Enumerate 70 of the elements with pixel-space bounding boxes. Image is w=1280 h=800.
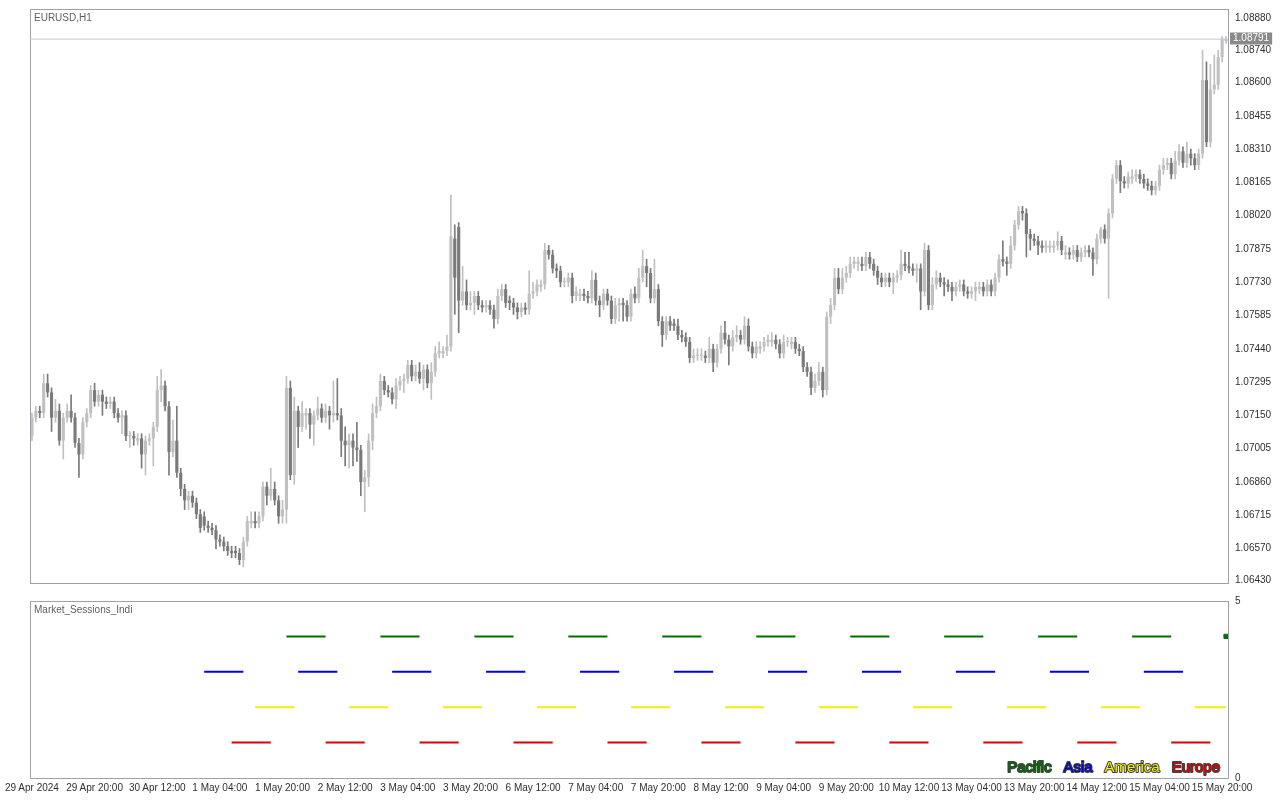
series-label: Europe (1171, 758, 1221, 775)
text: Pacific (1007, 758, 1052, 775)
candlestick (1091, 247, 1095, 276)
chart-title: Market_Sessions_Indi (34, 603, 133, 615)
x-tick-label: 10 May 12:00 (878, 781, 940, 793)
candlestick (1040, 240, 1044, 253)
y-tick-label: 1.08880 (1235, 11, 1272, 23)
candlestick (903, 252, 907, 272)
candlestick (128, 431, 132, 448)
y-tick-label: 1.06570 (1235, 542, 1272, 554)
candlestick (269, 467, 273, 501)
y-tick-label: 1.06430 (1235, 574, 1272, 586)
x-tick-label: 14 May 12:00 (1066, 781, 1128, 793)
y-tick-label: 1.07730 (1235, 275, 1272, 287)
x-tick-label: 6 May 12:00 (505, 781, 562, 793)
y-tick-label: 1.08310 (1235, 142, 1272, 154)
y-tick-label: 1.08600 (1235, 76, 1272, 88)
x-tick-label: 9 May 04:00 (756, 781, 812, 793)
y-tick-label: 1.06715 (1235, 509, 1272, 521)
y-tick-label: 1.08740 (1235, 44, 1272, 56)
x-tick-label: 8 May 12:00 (693, 781, 749, 793)
chart-title: EURUSD,H1 (34, 11, 93, 23)
y-tick-label: 1.07585 (1235, 309, 1272, 321)
y-tick-label: 1.07150 (1235, 409, 1272, 421)
x-tick-label: 29 Apr 2024 (4, 781, 60, 793)
x-tick-label: 15 May 20:00 (1191, 781, 1253, 793)
candlestick (766, 334, 770, 347)
x-tick-label: 2 May 12:00 (317, 781, 374, 793)
candlestick (1048, 240, 1052, 253)
candlestick (523, 302, 527, 315)
y-tick-label: 1.07005 (1235, 442, 1272, 454)
candlestick (942, 277, 946, 297)
x-tick-label: 13 May 20:00 (1003, 781, 1065, 793)
text: America (1104, 758, 1161, 775)
candlestick (860, 256, 864, 272)
candlestick (304, 408, 308, 430)
x-tick-label: 29 Apr 20:00 (66, 781, 124, 793)
x-tick-label: 9 May 20:00 (818, 781, 875, 793)
y-tick-label: 1.07295 (1235, 375, 1272, 387)
candlestick (312, 410, 316, 446)
candlestick (915, 263, 919, 283)
x-tick-label: 30 Apr 12:00 (128, 781, 187, 793)
x-tick-label: 1 May 04:00 (192, 781, 248, 793)
x-tick-label: 1 May 20:00 (255, 781, 311, 793)
y-tick-label: 1.08455 (1235, 109, 1272, 121)
x-tick-label: 13 May 04:00 (941, 781, 1003, 793)
candlestick (1052, 240, 1056, 253)
y-tick-label: 1.06860 (1235, 475, 1272, 487)
ref-line-label: 1.08791 (1233, 32, 1270, 44)
x-tick-label: 3 May 04:00 (380, 781, 436, 793)
text: Asia (1063, 758, 1094, 775)
x-tick-label: 7 May 04:00 (568, 781, 624, 793)
x-tick-label: 7 May 20:00 (630, 781, 687, 793)
y-tick-label: 0 (1235, 771, 1241, 783)
candlestick (120, 410, 124, 435)
y-tick-label: 1.08165 (1235, 176, 1272, 188)
candlestick (1001, 240, 1005, 267)
y-tick-label: 1.08020 (1235, 209, 1272, 221)
y-tick-label: 5 (1235, 594, 1241, 606)
candlestick (856, 256, 860, 272)
candlestick (1146, 178, 1150, 191)
candlestick (950, 281, 954, 301)
y-tick-label: 1.07875 (1235, 242, 1272, 254)
candlestick (1134, 169, 1138, 182)
x-tick-label: 3 May 20:00 (442, 781, 499, 793)
candlestick (578, 288, 582, 301)
candlestick (582, 288, 586, 301)
candlestick (1044, 240, 1048, 253)
x-tick-label: 15 May 04:00 (1129, 781, 1191, 793)
y-tick-label: 1.07440 (1235, 342, 1272, 354)
